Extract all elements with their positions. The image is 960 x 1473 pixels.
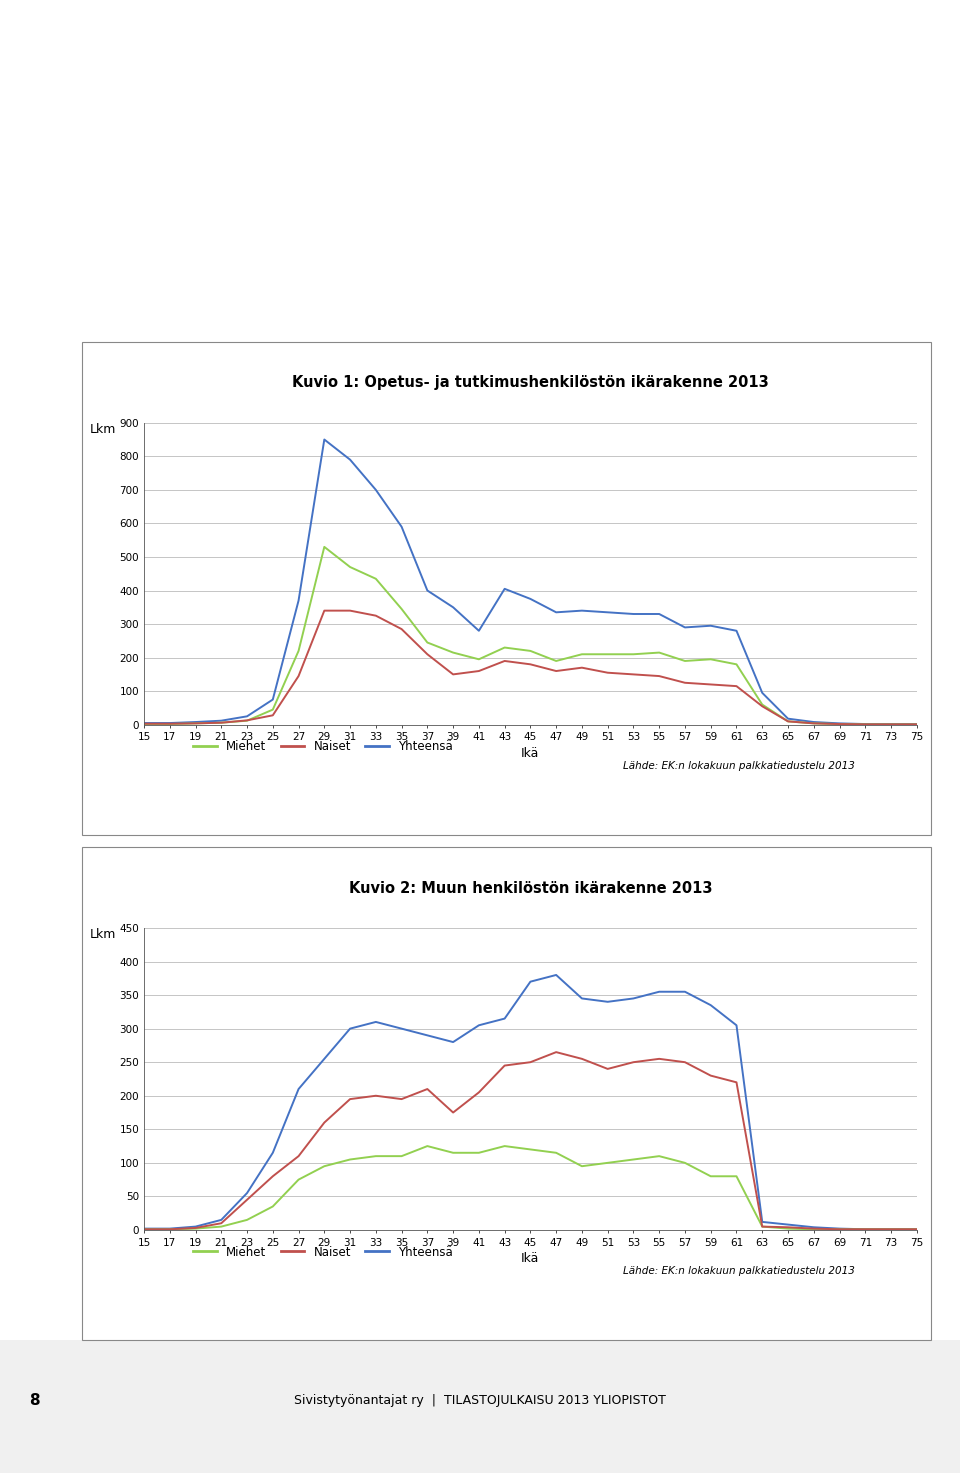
Text: Kuvio 1: Opetus- ja tutkimushenkilöstön ikärakenne 2013: Kuvio 1: Opetus- ja tutkimushenkilöstön … [292,376,769,390]
Text: 8: 8 [29,1392,39,1408]
Text: Kuvio 2: Muun henkilöstön ikärakenne 2013: Kuvio 2: Muun henkilöstön ikärakenne 201… [348,881,712,896]
Legend: Miehet, Naiset, Yhteensä: Miehet, Naiset, Yhteensä [188,735,458,759]
X-axis label: Ikä: Ikä [521,1252,540,1265]
Text: Lähde: EK:n lokakuun palkkatiedustelu 2013: Lähde: EK:n lokakuun palkkatiedustelu 20… [623,762,855,770]
Text: Lkm: Lkm [89,928,115,941]
X-axis label: Ikä: Ikä [521,747,540,760]
Text: Sivistytyönantajat ry  |  TILASTOJULKAISU 2013 YLIOPISTOT: Sivistytyönantajat ry | TILASTOJULKAISU … [294,1393,666,1407]
Legend: Miehet, Naiset, Yhteensä: Miehet, Naiset, Yhteensä [188,1240,458,1264]
Text: Lkm: Lkm [89,423,115,436]
Text: Lähde: EK:n lokakuun palkkatiedustelu 2013: Lähde: EK:n lokakuun palkkatiedustelu 20… [623,1267,855,1276]
